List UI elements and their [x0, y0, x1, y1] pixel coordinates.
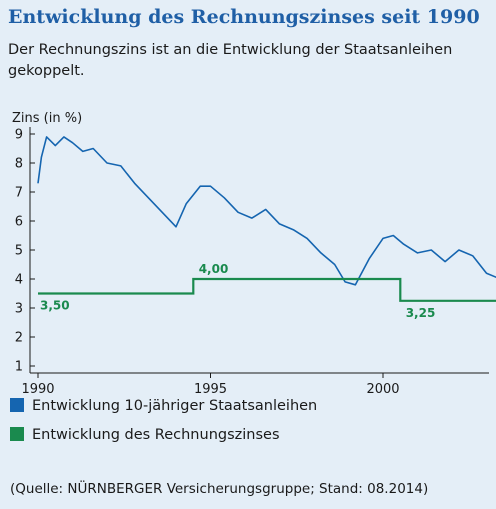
legend-label-rate: Entwicklung des Rechnungszinses	[32, 427, 280, 443]
legend-label-bond: Entwicklung 10-jähriger Staatsanleihen	[32, 398, 318, 414]
y-tick-label: 5	[15, 244, 23, 259]
rate-label: 3,50	[40, 299, 70, 313]
series-lines	[37, 136, 496, 302]
y-tick-label: 1	[15, 360, 23, 375]
x-tick-label: 1990	[21, 382, 54, 395]
x-axis-ticks: 199019952000200520102015	[21, 373, 400, 395]
x-tick-label: 1995	[194, 382, 227, 395]
y-tick-label: 9	[15, 128, 23, 143]
y-axis-label: Zins (in %)	[12, 111, 82, 126]
y-tick-label: 3	[15, 302, 23, 317]
y-tick-label: 2	[15, 331, 23, 346]
rate-annotations: 3,504,003,252,752,251,751,25	[40, 262, 436, 320]
chart-title: Entwicklung des Rechnungszinses seit 199…	[8, 6, 480, 28]
legend-swatch-rate	[10, 427, 24, 441]
source-note: (Quelle: NÜRNBERGER Versicherungsgruppe;…	[10, 481, 429, 497]
y-tick-label: 8	[15, 157, 23, 172]
rate-label: 4,00	[199, 262, 229, 276]
y-tick-label: 4	[15, 273, 23, 288]
x-tick-label: 2000	[366, 382, 399, 395]
legend-swatch-bond	[10, 398, 24, 412]
series-line-rate	[38, 277, 496, 302]
chart-subtitle: Der Rechnungszins ist an die Entwicklung…	[8, 42, 453, 79]
legend-item-rate: Entwicklung des Rechnungszinses	[10, 427, 280, 443]
series-line-bond	[37, 136, 496, 286]
legend-item-bond: Entwicklung 10-jähriger Staatsanleihen	[10, 398, 317, 414]
y-tick-label: 7	[15, 186, 23, 201]
y-axis-ticks: 1 2 3 4 5 6 7 8 9	[15, 128, 35, 375]
y-tick-label: 6	[15, 215, 23, 230]
rate-label: 3,25	[406, 306, 436, 320]
